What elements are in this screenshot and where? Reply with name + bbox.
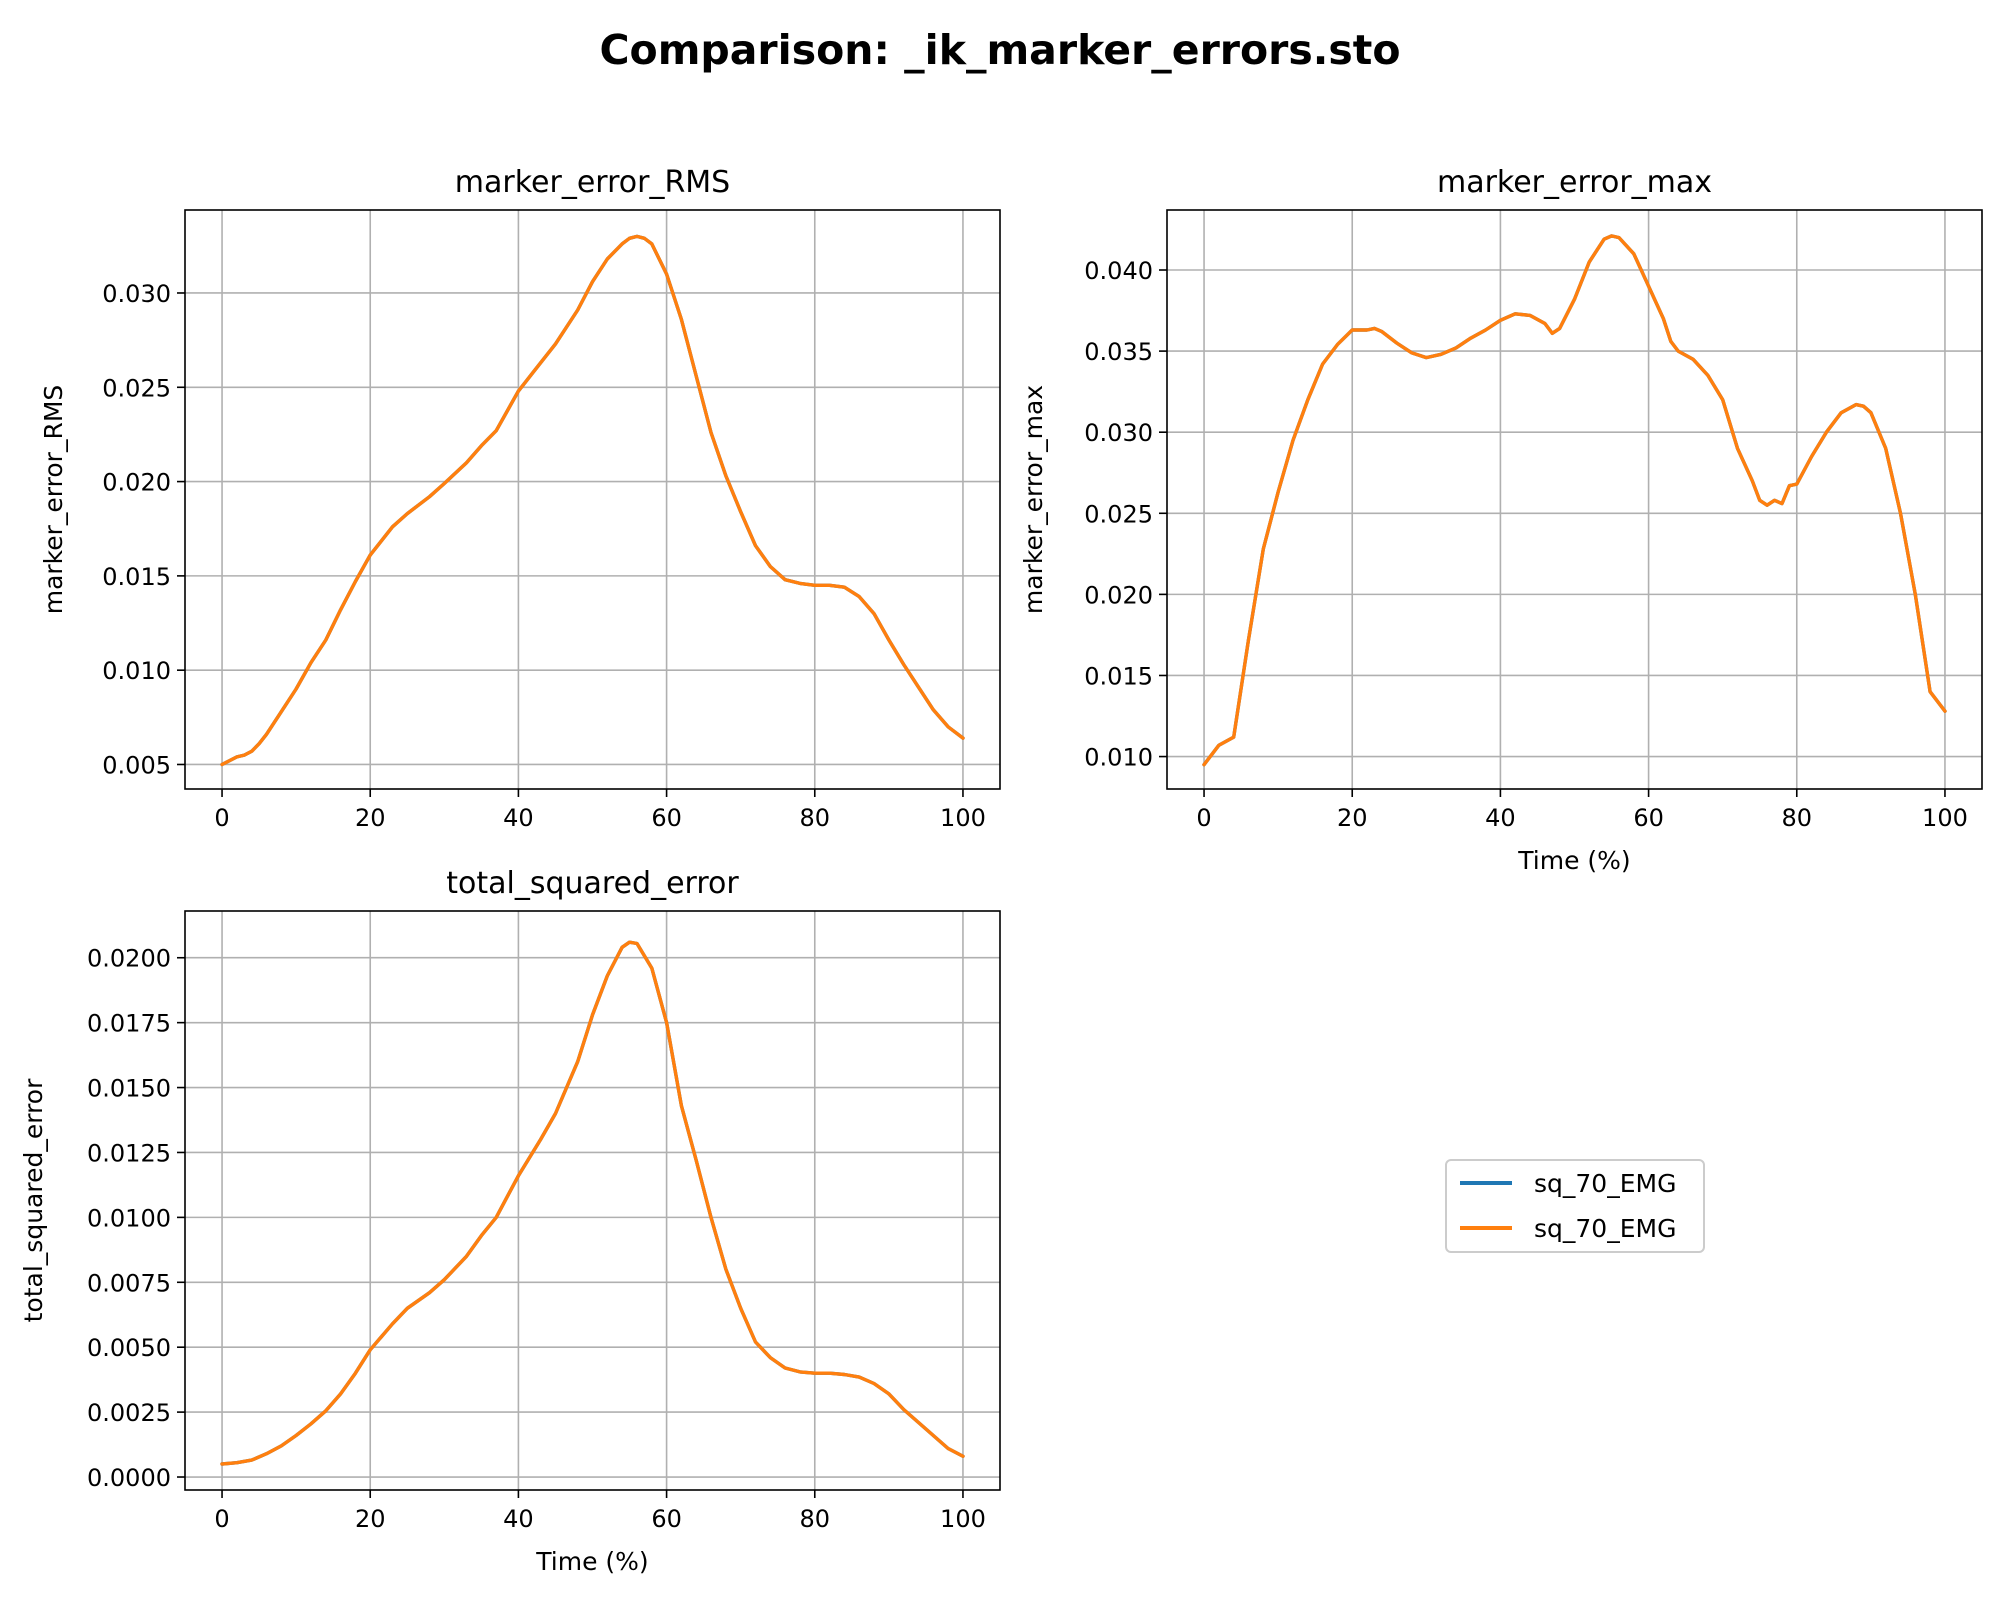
x-tick-label: 80 bbox=[1781, 804, 1812, 832]
y-tick-label: 0.0000 bbox=[87, 1464, 171, 1492]
y-tick-label: 0.0175 bbox=[87, 1010, 171, 1038]
y-tick-label: 0.010 bbox=[102, 657, 171, 685]
x-tick-label: 60 bbox=[651, 1505, 682, 1533]
legend: sq_70_EMG sq_70_EMG bbox=[1445, 1159, 1705, 1253]
y-tick-label: 0.0125 bbox=[87, 1139, 171, 1167]
x-axis-label: Time (%) bbox=[535, 1547, 648, 1576]
subplot-1: 0 20 40 60 80 100 0.005 0.010 0.015 0.020 0.025 0.0… bbox=[39, 165, 1001, 832]
x-tick-label: 20 bbox=[355, 1505, 386, 1533]
y-tick-label: 0.0075 bbox=[87, 1269, 171, 1297]
x-tick-label: 60 bbox=[1633, 804, 1664, 832]
legend-label-series-2: sq_70_EMG bbox=[1534, 1214, 1676, 1243]
x-tick-label: 80 bbox=[799, 1505, 830, 1533]
figure-title: Comparison: _ik_marker_errors.sto bbox=[599, 26, 1400, 74]
y-tick-label: 0.020 bbox=[1084, 581, 1153, 609]
y-axis-label: total_squared_error bbox=[19, 1078, 48, 1322]
y-tick-label: 0.030 bbox=[102, 280, 171, 308]
x-tick-label: 80 bbox=[799, 804, 830, 832]
x-tick-label: 100 bbox=[940, 804, 986, 832]
subplot-title: total_squared_error bbox=[446, 866, 739, 901]
y-tick-label: 0.030 bbox=[1084, 419, 1153, 447]
y-tick-label: 0.015 bbox=[1084, 662, 1153, 690]
x-tick-label: 0 bbox=[214, 804, 229, 832]
y-tick-label: 0.025 bbox=[1084, 500, 1153, 528]
x-tick-label: 0 bbox=[214, 1505, 229, 1533]
subplots: 0 20 40 60 80 100 0.005 0.010 0.015 0.020 0.025 0.0… bbox=[19, 165, 1983, 1576]
subplot-2: 0 20 40 60 80 100 0.010 0.015 0.020 0.025 0.030 0.0… bbox=[1019, 165, 1983, 875]
y-axis-label: marker_error_max bbox=[1019, 385, 1048, 614]
y-tick-label: 0.010 bbox=[1084, 744, 1153, 772]
series-line-2 bbox=[220, 234, 965, 767]
x-tick-label: 20 bbox=[1337, 804, 1368, 832]
axes-frame bbox=[184, 209, 1001, 790]
legend-label-series-1: sq_70_EMG bbox=[1534, 1169, 1676, 1198]
series-line-2 bbox=[220, 940, 965, 1466]
x-tick-label: 20 bbox=[355, 804, 386, 832]
subplot-3: 0 20 40 60 80 100 0.0000 0.0025 0.0050 0.0075 0.01… bbox=[19, 866, 1001, 1576]
y-tick-label: 0.0050 bbox=[87, 1334, 171, 1362]
axes-frame bbox=[1166, 209, 1983, 790]
x-tick-label: 40 bbox=[503, 1505, 534, 1533]
y-tick-label: 0.005 bbox=[102, 751, 171, 779]
x-tick-label: 100 bbox=[1922, 804, 1968, 832]
y-tick-label: 0.015 bbox=[102, 563, 171, 591]
y-tick-label: 0.0200 bbox=[87, 945, 171, 973]
subplot-title: marker_error_max bbox=[1437, 165, 1712, 200]
y-axis-label: marker_error_RMS bbox=[39, 385, 68, 615]
y-tick-label: 0.0100 bbox=[87, 1204, 171, 1232]
x-tick-label: 60 bbox=[651, 804, 682, 832]
y-tick-label: 0.035 bbox=[1084, 338, 1153, 366]
y-tick-label: 0.040 bbox=[1084, 257, 1153, 285]
x-axis-label: Time (%) bbox=[1517, 846, 1630, 875]
x-tick-label: 0 bbox=[1196, 804, 1211, 832]
y-tick-label: 0.025 bbox=[102, 374, 171, 402]
subplot-title: marker_error_RMS bbox=[455, 165, 730, 200]
x-tick-label: 40 bbox=[503, 804, 534, 832]
x-tick-label: 100 bbox=[940, 1505, 986, 1533]
y-tick-label: 0.0025 bbox=[87, 1399, 171, 1427]
axes-frame bbox=[184, 910, 1001, 1491]
series-line-2 bbox=[1202, 234, 1947, 767]
y-tick-label: 0.0150 bbox=[87, 1075, 171, 1103]
y-tick-label: 0.020 bbox=[102, 469, 171, 497]
x-tick-label: 40 bbox=[1485, 804, 1516, 832]
